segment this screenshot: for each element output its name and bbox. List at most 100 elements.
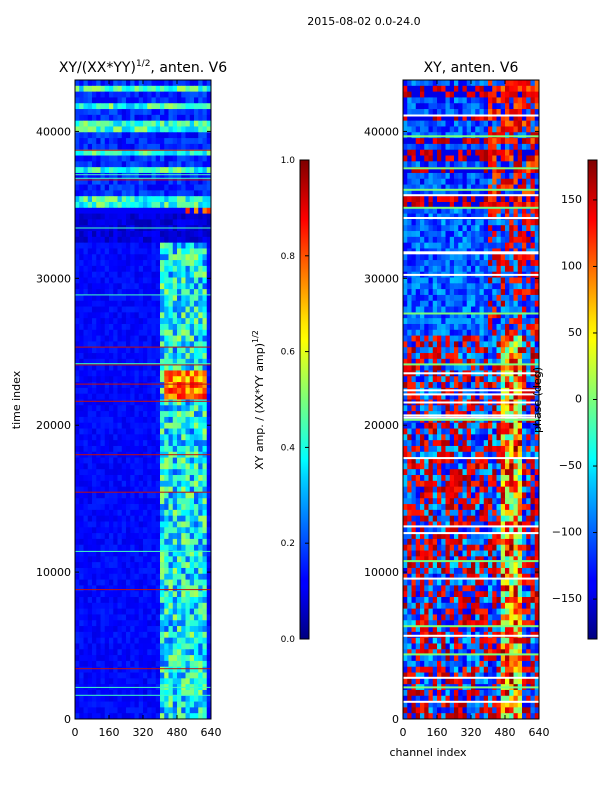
heatmap-cell (194, 486, 199, 493)
heatmap-cell (194, 358, 199, 366)
heatmap-cell (113, 236, 118, 244)
heatmap-cell (147, 533, 152, 540)
heatmap-cell (194, 80, 199, 87)
heatmap-cell (151, 567, 157, 575)
heatmap-cell (437, 155, 442, 162)
heatmap-cell (185, 353, 191, 360)
heatmap-cell (458, 91, 463, 98)
heatmap-cell (87, 242, 93, 249)
heatmap-cell (206, 109, 212, 116)
heatmap-cell (164, 358, 169, 366)
heatmap-cell (134, 678, 140, 685)
heatmap-cell (96, 138, 101, 145)
heatmap-cell (488, 213, 493, 220)
heatmap-cell (79, 626, 84, 633)
heatmap-cell (454, 300, 459, 307)
heatmap-cell (411, 312, 417, 319)
heatmap-cell (454, 283, 459, 290)
heatmap-cell (121, 666, 127, 673)
heatmap-cell (206, 480, 212, 488)
heatmap-cell (87, 585, 93, 592)
heatmap-cell (185, 440, 191, 447)
heatmap-cell (189, 556, 195, 563)
heatmap-cell (79, 463, 84, 470)
heatmap-cell (147, 358, 152, 366)
heatmap-cell (471, 201, 476, 209)
colorbar-tick-label: 0.6 (281, 348, 296, 358)
heatmap-cell (407, 312, 412, 319)
heatmap-cell (160, 149, 165, 156)
heatmap-cell (534, 85, 540, 93)
heatmap-cell (479, 300, 485, 307)
heatmap-cell (87, 689, 93, 697)
heatmap-cell (466, 329, 472, 336)
heatmap-cell (471, 97, 476, 104)
heatmap-cell (130, 120, 135, 127)
heatmap-cell (172, 103, 178, 110)
heatmap-cell (415, 329, 421, 336)
heatmap-cell (126, 335, 131, 342)
heatmap-cell (92, 498, 97, 505)
heatmap-cell (500, 114, 506, 122)
heatmap-cell (407, 85, 412, 93)
heatmap-cell (79, 207, 84, 215)
heatmap-cell (168, 626, 174, 633)
heatmap-cell (143, 440, 148, 447)
heatmap-cell (121, 515, 127, 522)
heatmap-cell (151, 347, 157, 354)
heatmap-cell (147, 85, 152, 93)
heatmap-cell (83, 329, 89, 336)
heatmap-cell (437, 219, 442, 226)
heatmap-cell (449, 260, 455, 267)
heatmap-cell (92, 382, 97, 389)
heatmap-cell (113, 376, 118, 383)
heatmap-cell (479, 283, 485, 290)
heatmap-cell (83, 318, 89, 325)
heatmap-cell (437, 289, 442, 296)
heatmap-cell (437, 201, 442, 209)
heatmap-cell (415, 277, 421, 284)
heatmap-cell (126, 143, 131, 151)
heatmap-cell (415, 312, 421, 319)
heatmap-cell (117, 167, 123, 174)
heatmap-cell (462, 155, 468, 162)
heatmap-cell (121, 329, 127, 336)
heatmap-cell (151, 585, 157, 592)
heatmap-cell (522, 114, 527, 122)
heatmap-cell (202, 80, 208, 87)
heatmap-cell (121, 707, 127, 714)
heatmap-cell (96, 550, 101, 557)
heatmap-cell (475, 80, 480, 87)
heatmap-cell (100, 80, 106, 87)
heatmap-cell (420, 126, 425, 133)
heatmap-cell (130, 626, 135, 633)
heatmap-cell (500, 231, 506, 238)
heatmap-cell (432, 109, 438, 116)
heatmap-cell (172, 149, 178, 156)
heatmap-cell (130, 387, 135, 395)
heatmap-cell (83, 608, 89, 615)
heatmap-cell (202, 509, 208, 517)
heatmap-cell (160, 527, 165, 534)
heatmap-cell (138, 143, 144, 151)
heatmap-cell (104, 254, 110, 261)
heatmap-cell (415, 207, 421, 215)
heatmap-cell (87, 463, 93, 470)
heatmap-cell (83, 573, 89, 580)
heatmap-cell (79, 492, 84, 499)
heatmap-cell (168, 567, 174, 575)
heatmap-cell (509, 80, 514, 87)
heatmap-cell (126, 312, 131, 319)
heatmap-cell (100, 666, 106, 673)
heatmap-cell (441, 201, 446, 209)
heatmap-cell (198, 201, 203, 209)
heatmap-cell (513, 260, 519, 267)
heatmap-cell (505, 225, 510, 232)
heatmap-cell (75, 695, 80, 702)
heatmap-cell (198, 364, 203, 371)
heatmap-cell (168, 370, 174, 377)
heatmap-cell (134, 457, 140, 464)
heatmap-cell (403, 260, 408, 267)
heatmap-cell (126, 707, 131, 714)
heatmap-cell (87, 504, 93, 511)
